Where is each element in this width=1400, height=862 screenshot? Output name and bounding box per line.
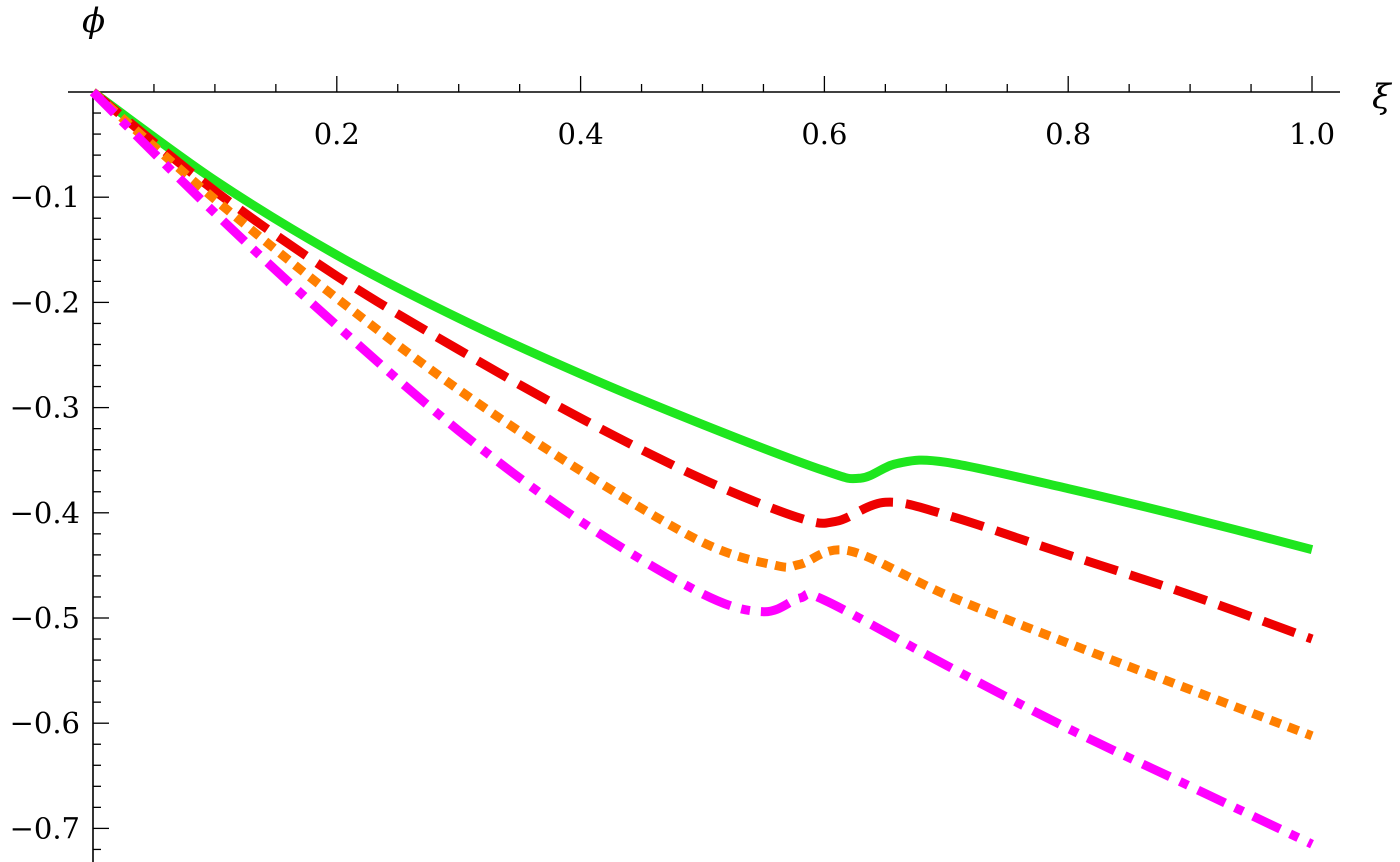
x-tick-label: 0.6 — [801, 117, 847, 151]
series-group — [89, 88, 1314, 849]
y-tick-label: −0.3 — [10, 391, 80, 425]
y-tick-labels: −0.1 −0.2 −0.3 −0.4 −0.5 −0.6 −0.7 — [10, 180, 80, 845]
y-tick-label: −0.4 — [10, 496, 80, 530]
x-axis-title: ξ — [1372, 77, 1393, 117]
x-tick-label: 0.4 — [558, 117, 604, 151]
x-tick-labels: 0.2 0.4 0.6 0.8 1.0 — [314, 117, 1335, 151]
series-line-dash-dot — [89, 88, 1314, 849]
series-line-dotted — [90, 88, 1314, 741]
series-line-dashed — [90, 88, 1314, 644]
y-axis-title: ϕ — [82, 1, 105, 41]
y-tick-label: −0.1 — [10, 180, 80, 214]
y-tick-label: −0.7 — [10, 811, 80, 845]
x-tick-label: 1.0 — [1289, 117, 1335, 151]
axis-ticks — [93, 76, 1313, 851]
x-tick-label: 0.8 — [1045, 117, 1091, 151]
x-tick-label: 0.2 — [314, 117, 360, 151]
y-tick-label: −0.5 — [10, 601, 80, 635]
y-tick-label: −0.6 — [10, 706, 80, 740]
series-line-solid — [90, 88, 1314, 554]
y-tick-label: −0.2 — [10, 285, 80, 319]
